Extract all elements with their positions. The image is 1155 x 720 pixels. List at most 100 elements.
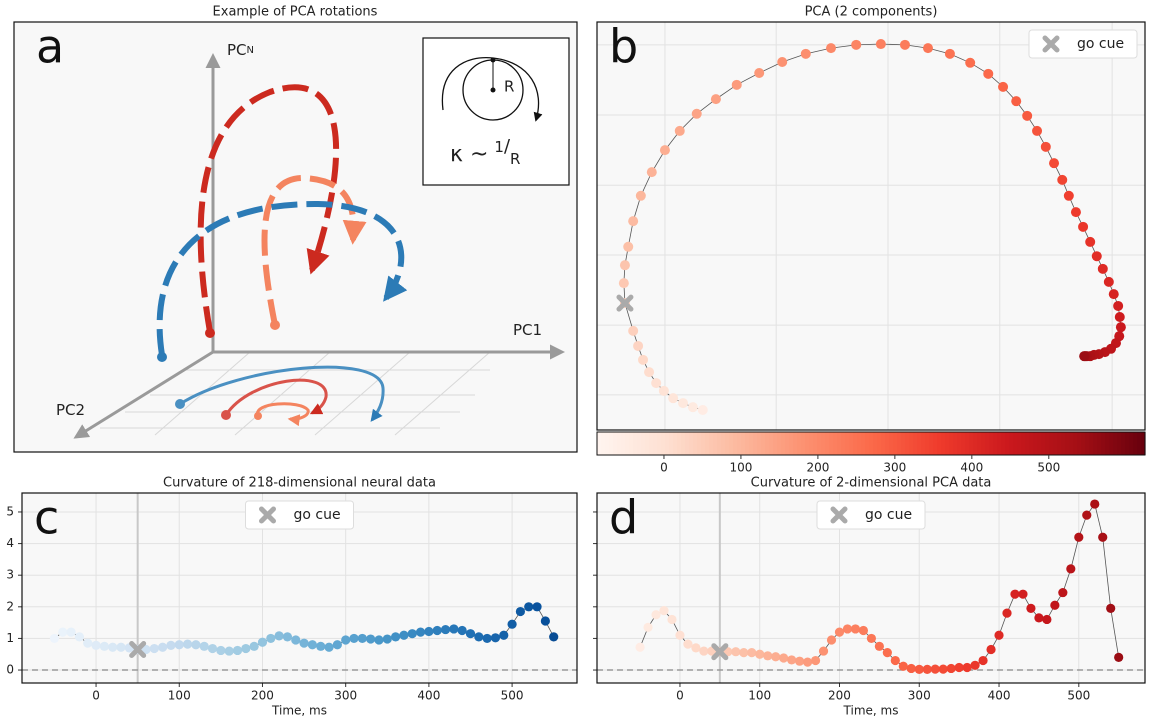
point (962, 662, 972, 673)
point (787, 655, 797, 665)
colorbar-cell (597, 432, 602, 455)
panel-title: Example of PCA rotations (213, 5, 378, 20)
legend-label: go cue (294, 507, 341, 523)
colorbar-cell (1001, 432, 1006, 455)
colorbar-cell (709, 432, 714, 455)
colorbar-tick-label: 0 (660, 461, 668, 475)
point (635, 190, 646, 201)
point (232, 645, 243, 656)
point (691, 643, 701, 653)
colorbar-cell (781, 432, 786, 455)
plot-frame (596, 21, 1146, 431)
colorbar-cell (929, 432, 934, 455)
colorbar-cell (813, 432, 818, 455)
colorbar-cell (801, 432, 806, 455)
colorbar-cell (969, 432, 974, 455)
colorbar-cell (717, 432, 722, 455)
colorbar-cell (793, 432, 798, 455)
point (795, 656, 805, 666)
x-axis-label: Time, ms (843, 704, 899, 718)
colorbar-cell (785, 432, 790, 455)
point (374, 635, 384, 645)
colorbar-cell (937, 432, 942, 455)
legend-symbol (259, 506, 276, 524)
colorbar-cell (1093, 432, 1098, 455)
floor-grid (100, 351, 491, 436)
point (922, 664, 932, 675)
colorbar-cell (885, 432, 890, 455)
colorbar-cell (609, 432, 614, 455)
point (1085, 236, 1096, 247)
point (834, 627, 845, 637)
point (424, 626, 434, 637)
colorbar-cell (1077, 432, 1082, 455)
colorbar-cell (629, 432, 634, 455)
colorbar-cell (805, 432, 810, 455)
colorbar-cell (633, 432, 638, 455)
colorbar-cell (1117, 432, 1122, 455)
point (432, 625, 442, 636)
x-tick-label: 300 (334, 689, 357, 703)
point (874, 641, 884, 651)
point (1098, 532, 1108, 542)
colorbar-tick-label: 200 (806, 461, 829, 475)
colorbar-cell (769, 432, 774, 455)
point (540, 616, 550, 626)
colorbar-cell (913, 432, 918, 455)
colorbar-cell (1021, 432, 1026, 455)
go-cue-marker (616, 294, 634, 312)
point (944, 48, 955, 59)
point (415, 627, 426, 637)
axis-label: PCN (227, 41, 254, 59)
colorbar-cell (777, 432, 782, 455)
colorbar-cell (905, 432, 910, 455)
point (1049, 158, 1060, 169)
point (1032, 125, 1043, 136)
point (274, 631, 284, 641)
colorbar-cell (1009, 432, 1014, 455)
point (141, 644, 151, 655)
colorbar-cell (1033, 432, 1038, 455)
point (697, 405, 708, 416)
projections (179, 365, 385, 427)
axis-label-sub: 2 (76, 401, 86, 419)
colorbar-cell (1109, 432, 1114, 455)
point (490, 633, 501, 643)
colorbar-cell (1085, 432, 1090, 455)
colorbar-cell (933, 432, 938, 455)
point (777, 56, 788, 67)
colorbar-cell (665, 432, 670, 455)
point (643, 622, 653, 632)
plot-area (597, 22, 1145, 430)
point (1040, 141, 1051, 152)
point (474, 632, 484, 642)
colorbar-cell (773, 432, 778, 455)
colorbar-cell (733, 432, 738, 455)
colorbar-cell (1025, 432, 1030, 455)
colorbar-cell (897, 432, 902, 455)
point (1079, 351, 1090, 362)
colorbar-cell (1137, 432, 1142, 455)
point (1042, 614, 1052, 625)
colorbar-cell (621, 432, 626, 455)
point (182, 639, 193, 649)
colorbar-cell (697, 432, 702, 455)
point (965, 57, 976, 68)
y-tick-label: 3 (6, 568, 14, 582)
point (507, 619, 517, 629)
plot-frame (596, 492, 1146, 684)
point (482, 633, 492, 644)
colorbar-cell (613, 432, 618, 455)
point (515, 606, 526, 617)
point (83, 638, 93, 648)
panel-title: Curvature of 218-dimensional neural data (163, 476, 436, 491)
colorbar-cell (661, 432, 666, 455)
point (635, 642, 645, 652)
point (851, 39, 862, 50)
point (1070, 207, 1081, 218)
point (1078, 221, 1089, 232)
point (407, 629, 417, 639)
colorbar-cell (1125, 432, 1130, 455)
point (754, 68, 765, 78)
point (818, 646, 829, 656)
